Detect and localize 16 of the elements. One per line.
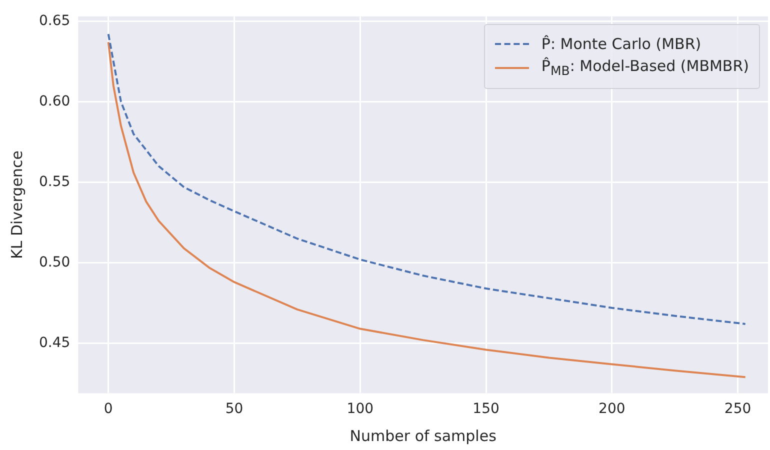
x-tick-label: 50	[225, 401, 244, 418]
y-axis-title: KL Divergence	[8, 150, 26, 260]
x-tick-label: 200	[598, 401, 626, 418]
y-tick-label: 0.55	[39, 174, 70, 190]
x-tick-label: 150	[472, 401, 500, 418]
x-tick-label: 100	[346, 401, 374, 418]
x-tick-label: 250	[724, 401, 752, 418]
y-tick-label: 0.60	[39, 93, 70, 110]
x-tick-label: 0	[104, 401, 113, 418]
x-axis-title: Number of samples	[350, 426, 497, 445]
y-tick-label: 0.65	[39, 12, 70, 29]
y-tick-label: 0.45	[39, 334, 70, 351]
line-series	[107, 33, 746, 325]
y-tick-label: 0.50	[39, 254, 70, 270]
legend-label: P̂: Monte Carlo (MBR)	[541, 35, 702, 54]
legend-label: P̂$_{MB}$: Model-Based (MBMBR)	[541, 57, 749, 78]
